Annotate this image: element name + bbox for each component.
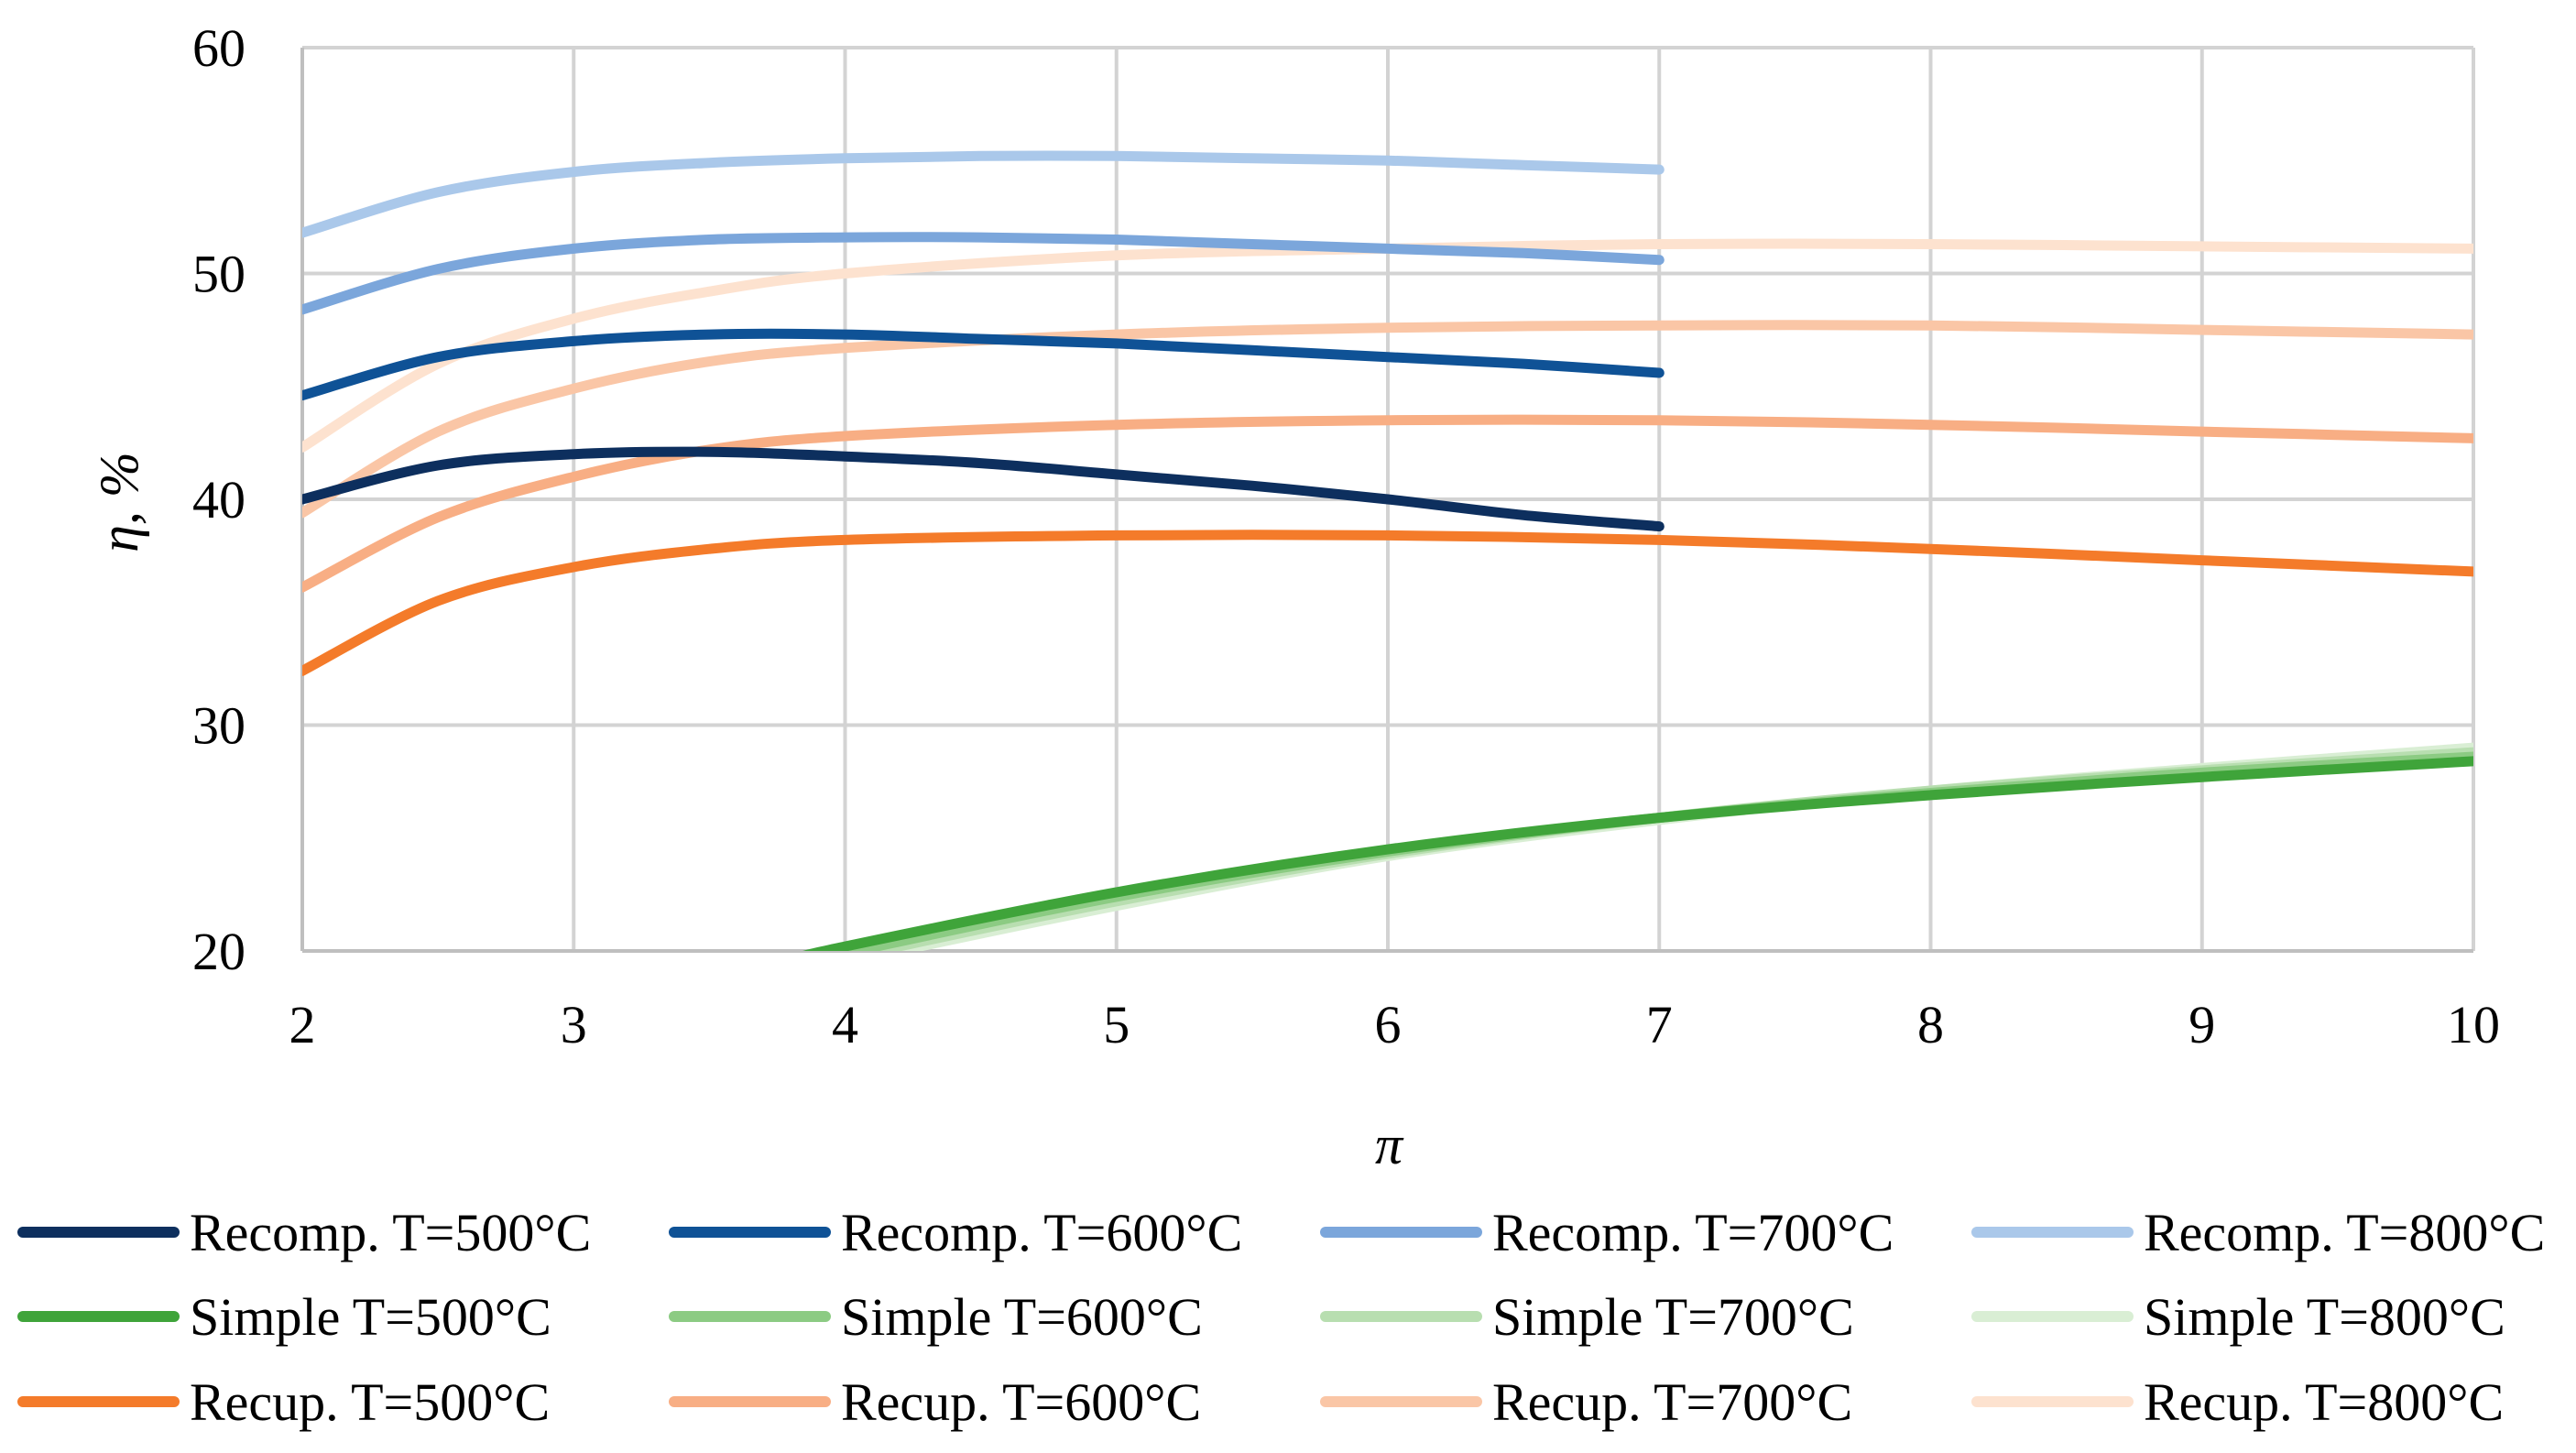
y-tick-label-1: 30 (192, 696, 246, 756)
x-tick-label-3: 5 (1103, 995, 1130, 1054)
legend-label-5: Simple T=600°C (841, 1287, 1203, 1347)
legend-label-9: Recup. T=600°C (841, 1372, 1201, 1432)
legend-label-10: Recup. T=700°C (1492, 1372, 1852, 1432)
legend-label-0: Recomp. T=500°C (190, 1203, 591, 1262)
x-tick-label-5: 7 (1646, 995, 1673, 1054)
series-line-11 (302, 238, 2473, 453)
legend-label-1: Recomp. T=600°C (841, 1203, 1242, 1262)
x-tick-label-2: 4 (832, 995, 858, 1054)
series-line-0 (302, 446, 1665, 532)
series-line-3 (302, 150, 1665, 238)
y-tick-label-0: 20 (192, 922, 246, 981)
series-line-8 (302, 530, 2473, 676)
legend: Recomp. T=500°C Recomp. T=600°C Recomp. T=… (17, 1203, 2545, 1432)
x-tick-label-1: 3 (561, 995, 587, 1054)
legend-label-8: Recup. T=500°C (190, 1372, 550, 1432)
series-line-1 (302, 328, 1665, 401)
series-line-9 (302, 414, 2473, 593)
x-axis-label: π (1375, 1115, 1404, 1175)
legend-label-4: Simple T=500°C (190, 1287, 551, 1347)
y-tick-label-4: 60 (192, 18, 246, 78)
tick-labels: 2 3 4 5 6 7 8 9 10 20 30 40 50 60 (192, 18, 2500, 1054)
legend-label-6: Simple T=700°C (1492, 1287, 1854, 1347)
series-line-10 (302, 320, 2473, 519)
x-tick-label-0: 2 (289, 995, 316, 1054)
legend-label-11: Recup. T=800°C (2144, 1372, 2504, 1432)
legend-label-7: Simple T=800°C (2144, 1287, 2505, 1347)
y-tick-label-3: 50 (192, 245, 246, 304)
series-lines (302, 150, 2473, 951)
x-tick-label-8: 10 (2447, 995, 2500, 1054)
x-tick-label-6: 8 (1917, 995, 1944, 1054)
legend-label-2: Recomp. T=700°C (1492, 1203, 1894, 1262)
series-line-2 (302, 232, 1665, 315)
x-tick-label-7: 9 (2189, 995, 2215, 1054)
x-tick-label-4: 6 (1375, 995, 1402, 1054)
legend-label-3: Recomp. T=800°C (2144, 1203, 2545, 1262)
series-line-4 (802, 756, 2473, 951)
y-tick-label-2: 40 (192, 470, 246, 530)
y-axis-label: η, % (89, 452, 149, 552)
